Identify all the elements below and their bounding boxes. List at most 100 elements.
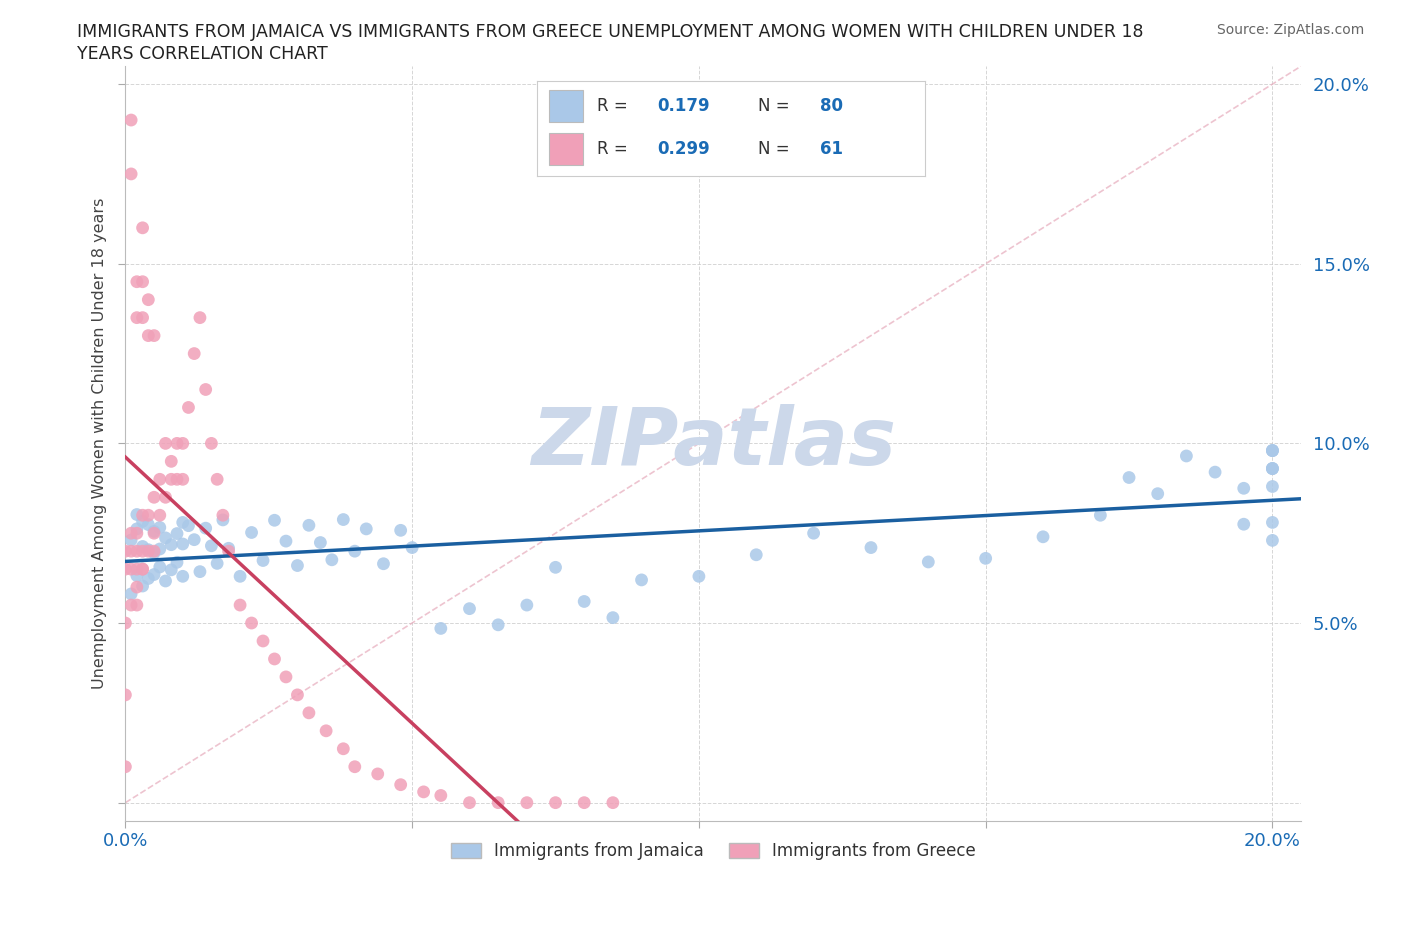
Point (160, 538, 183, 552)
Point (114, 616, 136, 631)
Point (125, 274, 148, 289)
Point (149, 508, 172, 523)
Point (125, 562, 148, 577)
Point (166, 526, 188, 541)
Point (356, 522, 378, 537)
Point (1175, 448, 1198, 463)
Point (120, 525, 142, 540)
Point (194, 521, 217, 536)
Point (131, 514, 153, 529)
Point (149, 520, 172, 535)
Point (602, 795, 624, 810)
Point (149, 472, 172, 486)
Point (212, 512, 235, 527)
Point (143, 567, 166, 582)
Point (177, 518, 200, 533)
Point (212, 508, 235, 523)
Point (125, 568, 148, 583)
Point (1233, 517, 1256, 532)
Point (389, 523, 412, 538)
Point (343, 759, 366, 774)
Point (120, 533, 142, 548)
Point (131, 544, 153, 559)
Point (574, 594, 596, 609)
Point (218, 541, 240, 556)
Text: IMMIGRANTS FROM JAMAICA VS IMMIGRANTS FROM GREECE UNEMPLOYMENT AMONG WOMEN WITH : IMMIGRANTS FROM JAMAICA VS IMMIGRANTS FR… (77, 23, 1144, 41)
Point (544, 560, 567, 575)
Point (1261, 533, 1284, 548)
Point (136, 542, 159, 557)
Point (143, 525, 166, 540)
Point (166, 436, 188, 451)
Point (367, 766, 389, 781)
Point (125, 579, 148, 594)
Point (166, 555, 188, 570)
Point (125, 311, 148, 325)
Point (309, 535, 332, 550)
Point (343, 544, 366, 559)
Point (143, 544, 166, 559)
Point (263, 652, 285, 667)
Point (516, 795, 538, 810)
Point (131, 539, 153, 554)
Point (389, 777, 412, 792)
Point (183, 346, 205, 361)
Point (136, 328, 159, 343)
Point (218, 544, 240, 559)
Point (1261, 515, 1284, 530)
Legend: Immigrants from Jamaica, Immigrants from Greece: Immigrants from Jamaica, Immigrants from… (444, 835, 983, 867)
Point (205, 472, 228, 486)
Point (172, 436, 194, 451)
Point (172, 537, 194, 551)
Point (131, 220, 153, 235)
Point (120, 166, 142, 181)
Point (287, 558, 309, 573)
Point (252, 633, 274, 648)
Point (120, 562, 142, 577)
Point (1204, 465, 1226, 480)
Point (131, 274, 153, 289)
Point (114, 562, 136, 577)
Text: ZIPatlas: ZIPatlas (530, 405, 896, 483)
Text: YEARS CORRELATION CHART: YEARS CORRELATION CHART (77, 45, 328, 62)
Point (160, 454, 183, 469)
Point (177, 400, 200, 415)
Point (200, 538, 222, 553)
Point (486, 795, 509, 810)
Point (252, 553, 274, 568)
Point (200, 436, 222, 451)
Point (149, 560, 172, 575)
Point (114, 687, 136, 702)
Point (125, 598, 148, 613)
Point (263, 512, 285, 527)
Point (1233, 481, 1256, 496)
Point (688, 569, 710, 584)
Point (745, 548, 768, 563)
Point (298, 518, 321, 533)
Point (131, 311, 153, 325)
Point (1261, 461, 1284, 476)
Point (125, 525, 148, 540)
Point (120, 544, 142, 559)
Point (287, 687, 309, 702)
Point (274, 670, 297, 684)
Point (131, 562, 153, 577)
Point (859, 540, 882, 555)
Point (188, 565, 211, 579)
Text: Source: ZipAtlas.com: Source: ZipAtlas.com (1216, 23, 1364, 37)
Point (143, 546, 166, 561)
Point (1261, 479, 1284, 494)
Point (803, 525, 825, 540)
Point (229, 598, 252, 613)
Point (114, 544, 136, 559)
Point (143, 490, 166, 505)
Point (131, 508, 153, 523)
Point (1261, 443, 1284, 458)
Point (458, 601, 481, 616)
Point (486, 618, 509, 632)
Point (240, 525, 263, 540)
Point (1146, 486, 1168, 501)
Point (332, 741, 354, 756)
Point (458, 795, 481, 810)
Point (114, 759, 136, 774)
